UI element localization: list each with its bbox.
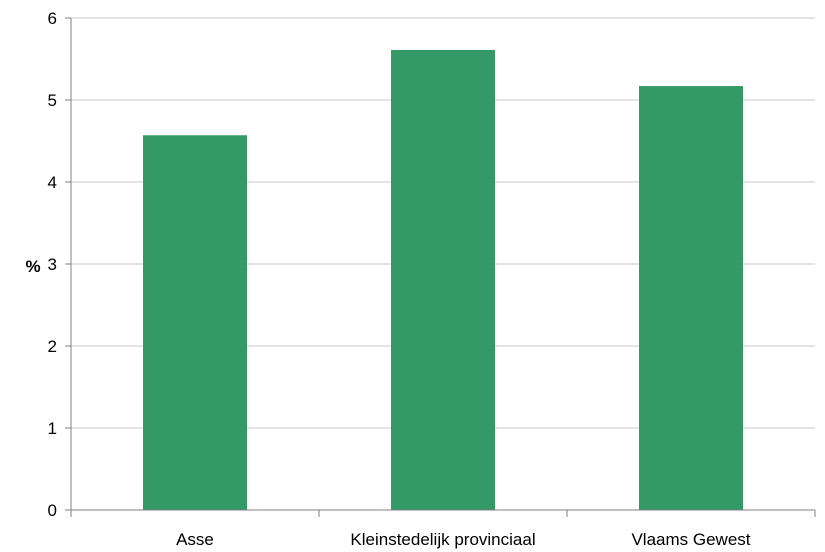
x-tick-labels: Asse Kleinstedelijk provinciaal Vlaams Gew… xyxy=(176,530,751,549)
y-tick-label: 3 xyxy=(48,255,57,274)
y-tick-label: 2 xyxy=(48,337,57,356)
y-tick-labels: 0 1 2 3 4 5 6 xyxy=(48,9,71,520)
x-tick-label: Asse xyxy=(176,530,214,549)
x-tick-label: Kleinstedelijk provinciaal xyxy=(350,530,535,549)
y-tick-label: 6 xyxy=(48,9,57,28)
bar xyxy=(639,86,743,510)
bars xyxy=(143,49,743,510)
y-tick-label: 1 xyxy=(48,419,57,438)
y-tick-label: 4 xyxy=(48,173,57,192)
x-tick-label: Vlaams Gewest xyxy=(631,530,750,549)
y-axis-title: % xyxy=(25,257,40,276)
y-tick-label: 0 xyxy=(48,501,57,520)
y-tick-label: 5 xyxy=(48,91,57,110)
bar xyxy=(391,49,495,510)
bar xyxy=(143,135,247,510)
